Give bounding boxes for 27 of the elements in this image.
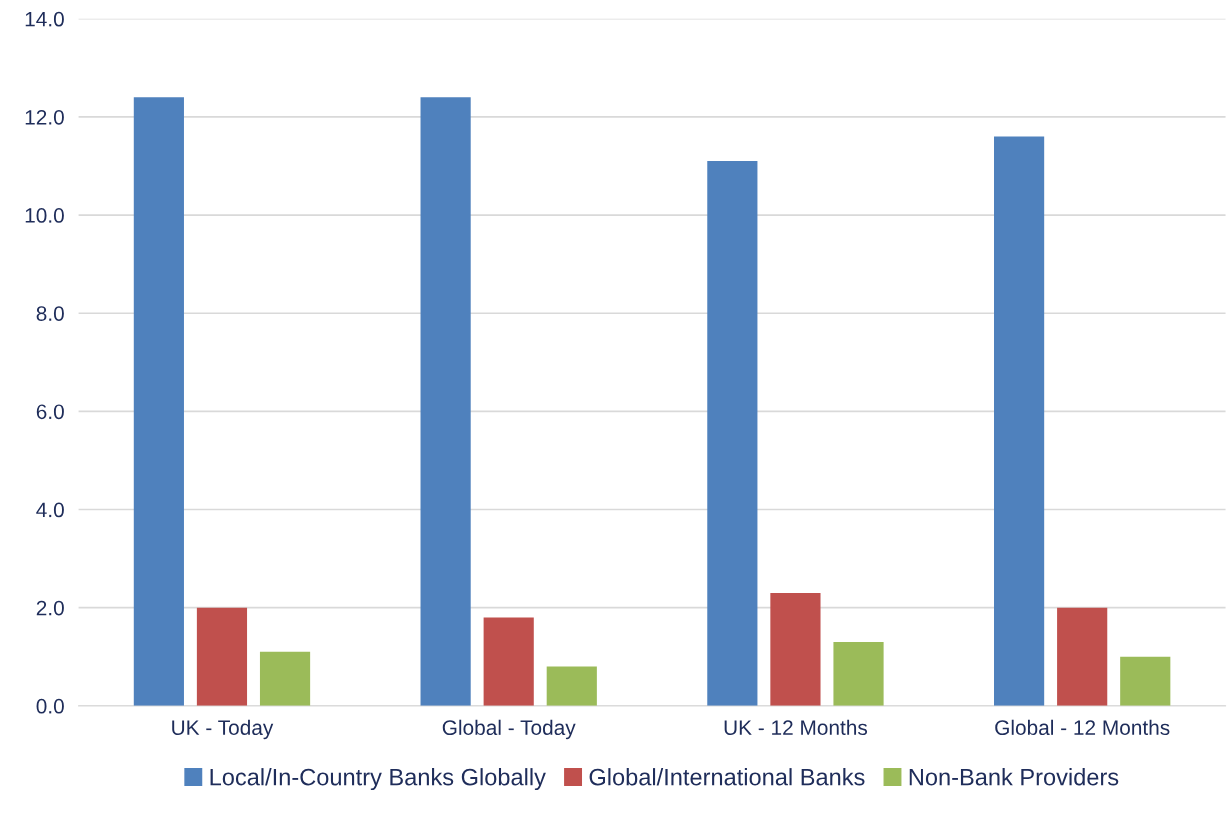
bar xyxy=(546,666,597,706)
y-tick-label: 12.0 xyxy=(25,109,64,125)
y-tick-label: 8.0 xyxy=(36,306,64,321)
bar xyxy=(707,161,758,706)
y-tick-label: 10.0 xyxy=(25,208,64,223)
bar xyxy=(770,592,821,706)
x-tick-label: UK - Today xyxy=(172,719,274,740)
legend-label: Global/International Banks xyxy=(589,768,865,786)
bar xyxy=(196,607,248,706)
bar xyxy=(483,617,534,706)
y-tick-label: 14.0 xyxy=(25,11,64,27)
x-tick-label: Global - Today xyxy=(442,719,576,740)
bar xyxy=(133,97,184,706)
bar xyxy=(833,642,884,706)
y-tick-label: 2.0 xyxy=(36,600,64,616)
legend-label: Local/In-Country Banks Globally xyxy=(210,768,546,791)
bar xyxy=(1120,656,1171,706)
y-tick-label: 4.0 xyxy=(36,502,64,518)
x-tick-label: UK - 12 Months xyxy=(724,719,868,736)
y-tick-label: 0.0 xyxy=(36,698,64,714)
bar xyxy=(994,136,1045,706)
x-tick-label: Global - 12 Months xyxy=(995,719,1170,736)
legend-label: Non-Bank Providers xyxy=(909,768,1119,786)
bar xyxy=(1057,607,1108,706)
bar xyxy=(259,651,311,706)
y-tick-label: 6.0 xyxy=(36,404,64,420)
bar xyxy=(420,97,471,706)
